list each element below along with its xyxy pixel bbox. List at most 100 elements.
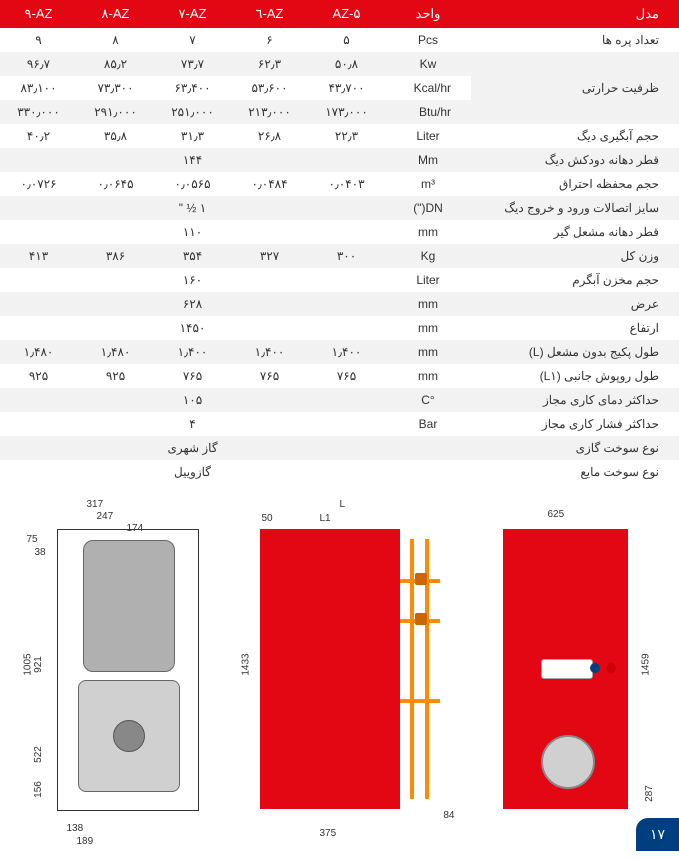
dim-label: 75 <box>27 534 38 545</box>
row-value-span: ۱۴۵۰ <box>0 316 385 340</box>
row-value: ۷۳٫۷ <box>154 52 231 76</box>
row-value: ۳۱٫۳ <box>154 124 231 148</box>
table-row: قطر دهانه دودکش دیگMm۱۴۴ <box>0 148 679 172</box>
row-value-span: گاز شهری <box>0 436 385 460</box>
row-value: ۷۶۵ <box>231 364 308 388</box>
row-value: ۷۶۵ <box>308 364 385 388</box>
header-col: AZ-۵ <box>308 0 385 28</box>
row-value: ۹۲۵ <box>0 364 77 388</box>
dim-label: 189 <box>77 836 94 847</box>
row-unit: mm <box>385 316 471 340</box>
row-unit: DN(") <box>385 196 471 220</box>
row-label: حجم آبگیری دیگ <box>471 124 679 148</box>
row-label: عرض <box>471 292 679 316</box>
row-value: ۱٫۴۰۰ <box>308 340 385 364</box>
row-unit: Liter <box>385 124 471 148</box>
row-value: ۷۳٫۳۰۰ <box>77 76 154 100</box>
row-unit: Btu/hr <box>385 100 471 124</box>
row-value: ۳۳۰٫۰۰۰ <box>0 100 77 124</box>
dim-label: L1 <box>320 513 331 524</box>
dim-label: 317 <box>87 499 104 510</box>
row-label: قطر دهانه مشعل گیر <box>471 220 679 244</box>
table-row: عرضmm۶۲۸ <box>0 292 679 316</box>
dim-label: 625 <box>548 509 565 520</box>
row-value: ۴۰٫۲ <box>0 124 77 148</box>
row-unit: mm <box>385 340 471 364</box>
row-label: طول پکیج بدون مشعل (L) <box>471 340 679 364</box>
table-row: حداکثر فشار کاری مجازBar۴ <box>0 412 679 436</box>
row-unit: Liter <box>385 268 471 292</box>
table-row: حداکثر دمای کاری مجاز°C۱۰۵ <box>0 388 679 412</box>
row-value: ۰٫۰۶۴۵ <box>77 172 154 196</box>
row-unit: Kcal/hr <box>385 76 471 100</box>
dim-label: 156 <box>32 781 43 798</box>
spec-table: مدلواحدAZ-۵AZ-٦AZ-٧AZ-٨AZ-٩ تعداد پره ها… <box>0 0 679 484</box>
row-value: ۵ <box>308 28 385 52</box>
dim-label: 522 <box>32 746 43 763</box>
drawing-front: 625 1459 287 <box>493 499 653 829</box>
table-row: ظرفیت حرارتیKw۵۰٫۸۶۲٫۳۷۳٫۷۸۵٫۲۹۶٫۷ <box>0 52 679 76</box>
row-value: ۳۲۷ <box>231 244 308 268</box>
row-label: حجم محفظه احتراق <box>471 172 679 196</box>
table-row: حجم محفظه احتراقm³۰٫۰۴۰۳۰٫۰۴۸۴۰٫۰۵۶۵۰٫۰۶… <box>0 172 679 196</box>
row-value: ۱٫۴۸۰ <box>0 340 77 364</box>
row-unit: mm <box>385 292 471 316</box>
row-value: ۵۰٫۸ <box>308 52 385 76</box>
row-value-span: ۱ ½ " <box>0 196 385 220</box>
row-label: نوع سوخت گازی <box>471 436 679 460</box>
row-unit: °C <box>385 388 471 412</box>
table-row: ارتفاعmm۱۴۵۰ <box>0 316 679 340</box>
row-unit: Kg <box>385 244 471 268</box>
row-label: تعداد پره ها <box>471 28 679 52</box>
row-value: ۷ <box>154 28 231 52</box>
row-value: ۸۳٫۱۰۰ <box>0 76 77 100</box>
header-unit: واحد <box>385 0 471 28</box>
dim-label: 375 <box>320 828 337 839</box>
row-unit: mm <box>385 220 471 244</box>
row-label: سایز اتصالات ورود و خروج دیگ <box>471 196 679 220</box>
row-unit: m³ <box>385 172 471 196</box>
row-value: ۸ <box>77 28 154 52</box>
row-value: ۱٫۴۰۰ <box>231 340 308 364</box>
dim-label: 38 <box>35 547 46 558</box>
row-value-span: ۱۴۴ <box>0 148 385 172</box>
row-value: ۰٫۰۴۸۴ <box>231 172 308 196</box>
row-label: وزن کل <box>471 244 679 268</box>
row-value: ۲۶٫۸ <box>231 124 308 148</box>
row-unit: Kw <box>385 52 471 76</box>
row-label: ظرفیت حرارتی <box>471 52 679 124</box>
drawing-side: L L1 50 1433 84 375 <box>230 499 460 829</box>
row-value: ۹۶٫۷ <box>0 52 77 76</box>
row-value: ۰٫۰۷۲۶ <box>0 172 77 196</box>
table-row: قطر دهانه مشعل گیرmm۱۱۰ <box>0 220 679 244</box>
row-value: ۶۳٫۴۰۰ <box>154 76 231 100</box>
table-row: طول پکیج بدون مشعل (L)mm۱٫۴۰۰۱٫۴۰۰۱٫۴۰۰۱… <box>0 340 679 364</box>
row-value-span: گازوییل <box>0 460 385 484</box>
row-value: ۱۷۳٫۰۰۰ <box>308 100 385 124</box>
dim-label: L <box>340 499 346 510</box>
dim-label: 247 <box>97 511 114 522</box>
row-unit <box>385 460 471 484</box>
dim-label: 1433 <box>240 653 251 675</box>
technical-drawings: 317 247 174 75 38 1005 921 522 156 138 1… <box>0 484 679 859</box>
dim-label: 1005 <box>22 653 33 675</box>
row-label: نوع سوخت مایع <box>471 460 679 484</box>
table-row: حجم مخزن آبگرمLiter۱۶۰ <box>0 268 679 292</box>
row-label: حجم مخزن آبگرم <box>471 268 679 292</box>
row-value-span: ۶۲۸ <box>0 292 385 316</box>
dim-label: 287 <box>644 785 655 802</box>
row-value: ۳۵۴ <box>154 244 231 268</box>
table-row: وزن کلKg۳۰۰۳۲۷۳۵۴۳۸۶۴۱۳ <box>0 244 679 268</box>
row-value: ۱٫۴۸۰ <box>77 340 154 364</box>
row-value: ۳۵٫۸ <box>77 124 154 148</box>
table-row: سایز اتصالات ورود و خروج دیگDN(")۱ ½ " <box>0 196 679 220</box>
row-value-span: ۱۰۵ <box>0 388 385 412</box>
header-col: AZ-٨ <box>77 0 154 28</box>
row-label: قطر دهانه دودکش دیگ <box>471 148 679 172</box>
page-number: ۱۷ <box>636 818 679 851</box>
header-col: AZ-٦ <box>231 0 308 28</box>
row-value: ۸۵٫۲ <box>77 52 154 76</box>
table-row: نوع سوخت گازی گاز شهری <box>0 436 679 460</box>
row-unit: Mm <box>385 148 471 172</box>
dim-label: 174 <box>127 523 144 534</box>
